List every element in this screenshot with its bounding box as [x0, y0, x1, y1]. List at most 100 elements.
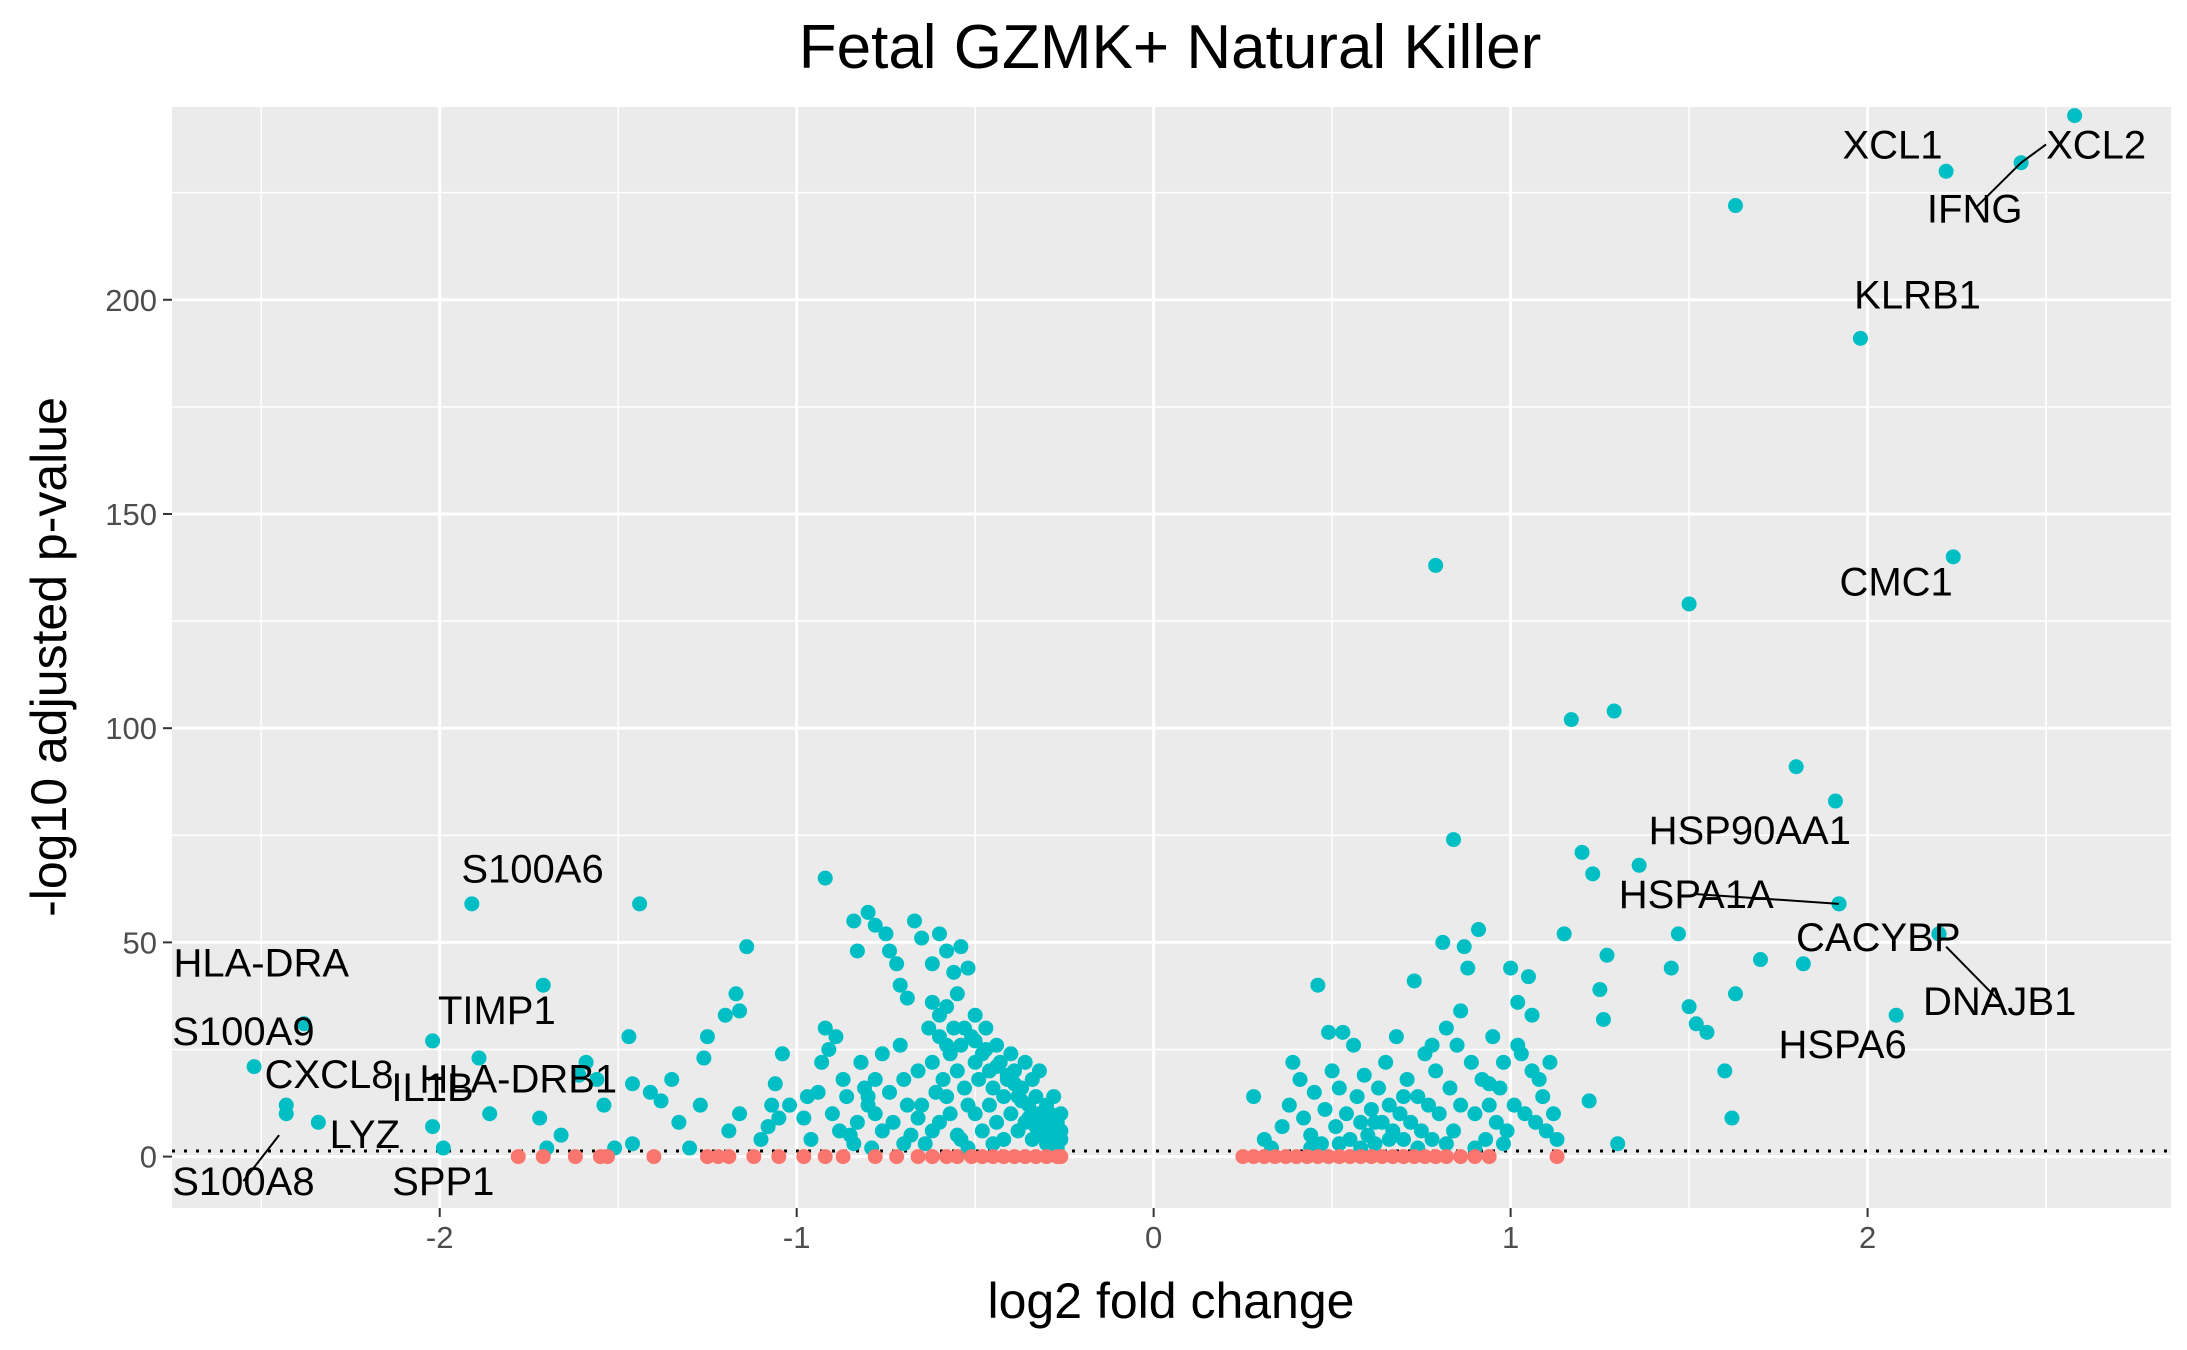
point-significant — [1456, 939, 1472, 955]
point-significant — [246, 1059, 262, 1075]
point-not_significant — [910, 1149, 926, 1165]
y-tick-label: 50 — [123, 925, 157, 960]
point-not_significant — [1017, 1149, 1033, 1165]
point-significant — [1378, 1054, 1394, 1070]
point-significant — [1053, 1123, 1069, 1139]
y-tick-label: 0 — [140, 1140, 157, 1175]
point-significant — [728, 986, 744, 1002]
point-significant — [1724, 1110, 1740, 1126]
gene-label: S100A8 — [172, 1160, 314, 1204]
point-significant — [1046, 1089, 1062, 1105]
point-significant — [810, 1084, 826, 1100]
point-significant — [867, 917, 883, 933]
gene-label: LYZ — [330, 1113, 400, 1157]
point-significant — [1485, 1029, 1501, 1045]
point-not_significant — [721, 1149, 737, 1165]
point-not_significant — [835, 1149, 851, 1165]
point-not_significant — [985, 1149, 1001, 1165]
point-significant — [914, 1097, 930, 1113]
point-significant — [699, 1029, 715, 1045]
point-significant — [596, 1097, 612, 1113]
x-tick-label: 0 — [1145, 1220, 1162, 1255]
point-significant — [953, 1131, 969, 1147]
point-significant — [553, 1127, 569, 1143]
point-significant — [974, 1123, 990, 1139]
y-tick-label: 150 — [105, 497, 157, 532]
point-significant — [956, 1020, 972, 1036]
x-tick-label: 2 — [1859, 1220, 1876, 1255]
point-significant — [642, 1084, 658, 1100]
leader-line — [1973, 161, 2022, 210]
point-not_significant — [1374, 1149, 1390, 1165]
point-significant — [1321, 1024, 1337, 1040]
gene-label: IL1B — [391, 1066, 473, 1110]
point-not_significant — [1428, 1149, 1444, 1165]
point-significant — [578, 1054, 594, 1070]
point-significant — [1752, 952, 1768, 968]
point-not_significant — [1267, 1149, 1283, 1165]
point-not_significant — [889, 1149, 905, 1165]
point-significant — [874, 1046, 890, 1062]
point-significant — [1717, 1063, 1733, 1079]
point-significant — [1371, 1080, 1387, 1096]
point-significant — [953, 1037, 969, 1053]
point-significant — [1585, 866, 1601, 882]
point-significant — [1495, 1054, 1511, 1070]
point-significant — [1396, 1089, 1412, 1105]
point-significant — [853, 1054, 869, 1070]
point-significant — [978, 1041, 994, 1057]
point-significant — [849, 1114, 865, 1130]
point-significant — [867, 1106, 883, 1122]
point-significant — [1524, 1007, 1540, 1023]
gene-label: CXCL8 — [265, 1053, 394, 1097]
point-significant — [1428, 1063, 1444, 1079]
gene-label: HLA-DRB1 — [419, 1057, 617, 1101]
major-gridlines — [172, 107, 2171, 1208]
point-significant — [732, 1106, 748, 1122]
point-not_significant — [1481, 1149, 1497, 1165]
gene-label: S100A9 — [172, 1010, 314, 1054]
point-significant — [1446, 1123, 1462, 1139]
point-not_significant — [1053, 1149, 1069, 1165]
gene-label: TIMP1 — [438, 989, 556, 1033]
point-significant — [1446, 832, 1462, 848]
point-significant — [1549, 1131, 1565, 1147]
point-significant — [1246, 1089, 1262, 1105]
point-significant — [828, 1029, 844, 1045]
point-significant — [946, 964, 962, 980]
point-significant — [1503, 960, 1519, 976]
point-significant — [889, 956, 905, 972]
point-significant — [910, 1110, 926, 1126]
point-significant — [1438, 1136, 1454, 1152]
point-significant — [817, 1020, 833, 1036]
point-significant — [989, 1114, 1005, 1130]
point-not_significant — [1321, 1149, 1337, 1165]
point-significant — [1563, 712, 1579, 728]
point-not_significant — [796, 1149, 812, 1165]
point-significant — [1535, 1089, 1551, 1105]
point-significant — [881, 1084, 897, 1100]
point-significant — [849, 943, 865, 959]
point-significant — [682, 1140, 698, 1156]
point-significant — [1681, 999, 1697, 1015]
point-significant — [589, 1071, 605, 1087]
point-significant — [1556, 926, 1572, 942]
point-significant — [1367, 1136, 1383, 1152]
point-not_significant — [1406, 1149, 1422, 1165]
point-not_significant — [867, 1149, 883, 1165]
point-not_significant — [964, 1149, 980, 1165]
point-significant — [1403, 1114, 1419, 1130]
leader-line — [2020, 143, 2047, 164]
point-significant — [760, 1119, 776, 1135]
point-labeled — [1931, 926, 1947, 942]
point-significant — [942, 1106, 958, 1122]
point-significant — [1517, 1106, 1533, 1122]
point-significant — [1424, 1131, 1440, 1147]
point-significant — [939, 943, 955, 959]
point-significant — [1014, 1093, 1030, 1109]
data-points — [246, 108, 2083, 1165]
point-not_significant — [535, 1149, 551, 1165]
point-significant — [1610, 1136, 1626, 1152]
point-significant — [846, 913, 862, 929]
